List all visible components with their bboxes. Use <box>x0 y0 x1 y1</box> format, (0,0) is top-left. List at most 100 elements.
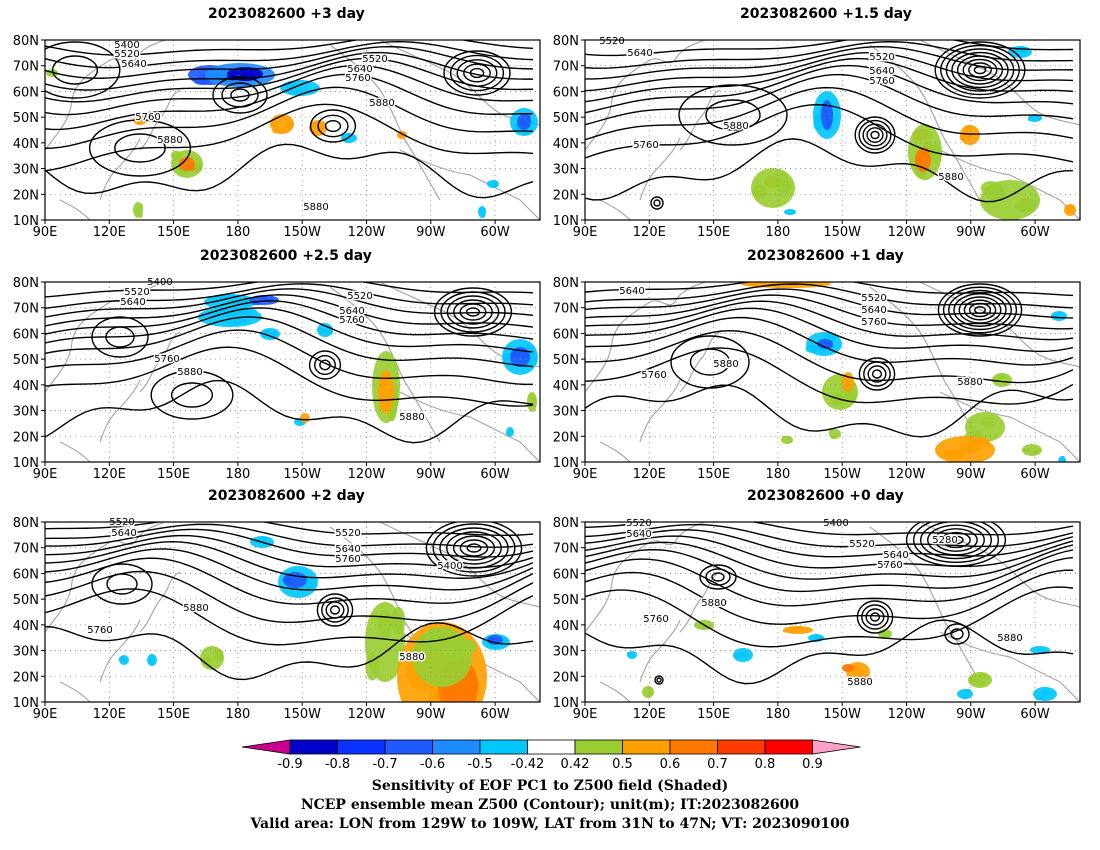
contour-label: 5880 <box>701 598 726 609</box>
lat-tick-label: 80N <box>13 34 39 49</box>
contour-layer <box>585 522 1074 685</box>
lat-tick-label: 10N <box>553 456 579 471</box>
contour-label: 5880 <box>997 633 1022 644</box>
lat-tick-label: 40N <box>553 137 579 152</box>
sensitivity-blob <box>139 212 143 218</box>
sensitivity-blob <box>969 677 979 684</box>
lon-tick-label: 150E <box>697 225 730 240</box>
sensitivity-blob <box>915 157 922 167</box>
contour-center <box>956 55 1004 85</box>
lon-tick-label: 90W <box>956 707 986 722</box>
colorbar-segment <box>574 739 623 755</box>
contour-center <box>463 63 491 83</box>
colorbar-segment <box>527 739 576 755</box>
lon-tick-label: 90W <box>956 225 986 240</box>
panel-title: 2023082600 +2 day <box>208 488 365 504</box>
sensitivity-blob <box>793 626 805 630</box>
contour-line <box>585 45 1074 80</box>
sensitivity-blob <box>493 180 498 184</box>
sensitivity-blob <box>170 150 183 161</box>
lon-tick-label: 180 <box>765 707 790 722</box>
lat-tick-label: 20N <box>13 670 39 685</box>
lon-tick-label: 150W <box>283 225 321 240</box>
lon-tick-label: 60W <box>480 707 510 722</box>
coastline <box>585 522 706 633</box>
colorbar-label: 0.7 <box>707 757 728 772</box>
sensitivity-blob <box>1014 198 1036 213</box>
caption-line-2: NCEP ensemble mean Z500 (Contour); unit(… <box>300 797 800 813</box>
lat-tick-label: 40N <box>553 619 579 634</box>
sensitivity-blob <box>425 628 447 650</box>
contour-center <box>863 361 891 387</box>
contour-label: 5640 <box>883 550 908 561</box>
contour-line <box>45 346 534 407</box>
contour-label: 5760 <box>154 354 179 365</box>
contour-label: 5520 <box>599 36 624 47</box>
contour-center <box>449 54 505 92</box>
coastline <box>639 137 681 201</box>
lon-tick-label: 150W <box>823 467 861 482</box>
contour-line <box>45 534 534 569</box>
coastline <box>939 631 1080 702</box>
contour-label: 5880 <box>399 412 424 423</box>
panel-plus0: 2023082600 +0 day 5520 5640 5400 5520 5280 56… <box>540 482 1090 722</box>
contour-center <box>854 116 896 154</box>
sensitivity-blob <box>319 121 326 128</box>
colorbar: -0.9 -0.8 -0.7 -0.6 -0.5 -0.42 0.42 0.5 0.6 0.7 0.… <box>241 739 861 772</box>
contour-label: 5640 <box>120 297 145 308</box>
contour-label: 5520 <box>869 52 894 63</box>
sensitivity-blob <box>981 416 996 427</box>
coastline <box>99 619 141 683</box>
lat-tick-label: 80N <box>553 34 579 49</box>
sensitivity-blob <box>648 691 653 696</box>
contour-label: 5880 <box>938 172 963 183</box>
colorbar-label: -0.7 <box>372 757 397 772</box>
sensitivity-blob <box>284 121 294 129</box>
sensitivity-blob <box>805 344 819 354</box>
contour-center <box>869 612 881 622</box>
lat-tick-label: 10N <box>553 214 579 229</box>
contour-label: 5520 <box>335 528 360 539</box>
coastline <box>59 681 91 702</box>
contour-center <box>927 524 985 556</box>
contour-line <box>45 300 534 340</box>
contour-center <box>862 123 888 147</box>
colorbar-segment <box>622 739 671 755</box>
panel-title: 2023082600 +1 day <box>747 248 904 264</box>
sensitivity-blob <box>1041 690 1050 696</box>
colorbar-segment <box>289 739 338 755</box>
sensitivity-blob <box>881 631 887 636</box>
sensitivity-blob <box>269 119 279 127</box>
map-frame <box>44 281 541 463</box>
contour-line <box>585 523 1074 548</box>
contour-line <box>45 528 534 558</box>
lat-tick-label: 50N <box>13 593 39 608</box>
lat-tick-label: 60N <box>553 567 579 582</box>
contour-label: 5880 <box>183 603 208 614</box>
lon-tick-label: 90E <box>573 707 598 722</box>
contour-center <box>456 59 498 87</box>
contour-line <box>45 103 534 172</box>
contour-center <box>309 109 357 143</box>
sensitivity-blob <box>1037 695 1046 701</box>
sensitivity-blob <box>508 428 512 433</box>
lat-tick-label: 20N <box>13 430 39 445</box>
colorbar-label: 0.9 <box>802 757 823 772</box>
lon-tick-label: 150W <box>823 225 861 240</box>
sensitivity-blob <box>522 350 530 358</box>
contour-center <box>705 99 761 131</box>
contour-label: 5520 <box>124 287 149 298</box>
sensitivity-blob <box>214 653 223 662</box>
sensitivity-blob <box>998 374 1006 380</box>
contour-label: 5760 <box>643 614 668 625</box>
lat-tick-label: 40N <box>13 379 39 394</box>
contour-label: 5520 <box>861 293 886 304</box>
lon-tick-label: 120W <box>348 467 386 482</box>
contour-line <box>45 45 534 79</box>
sensitivity-blob <box>310 121 318 128</box>
lon-tick-label: 120E <box>633 467 666 482</box>
grid-layer <box>45 40 540 220</box>
lon-tick-label: 150W <box>823 707 861 722</box>
coastline <box>585 40 706 151</box>
sensitivity-blob <box>844 668 850 672</box>
